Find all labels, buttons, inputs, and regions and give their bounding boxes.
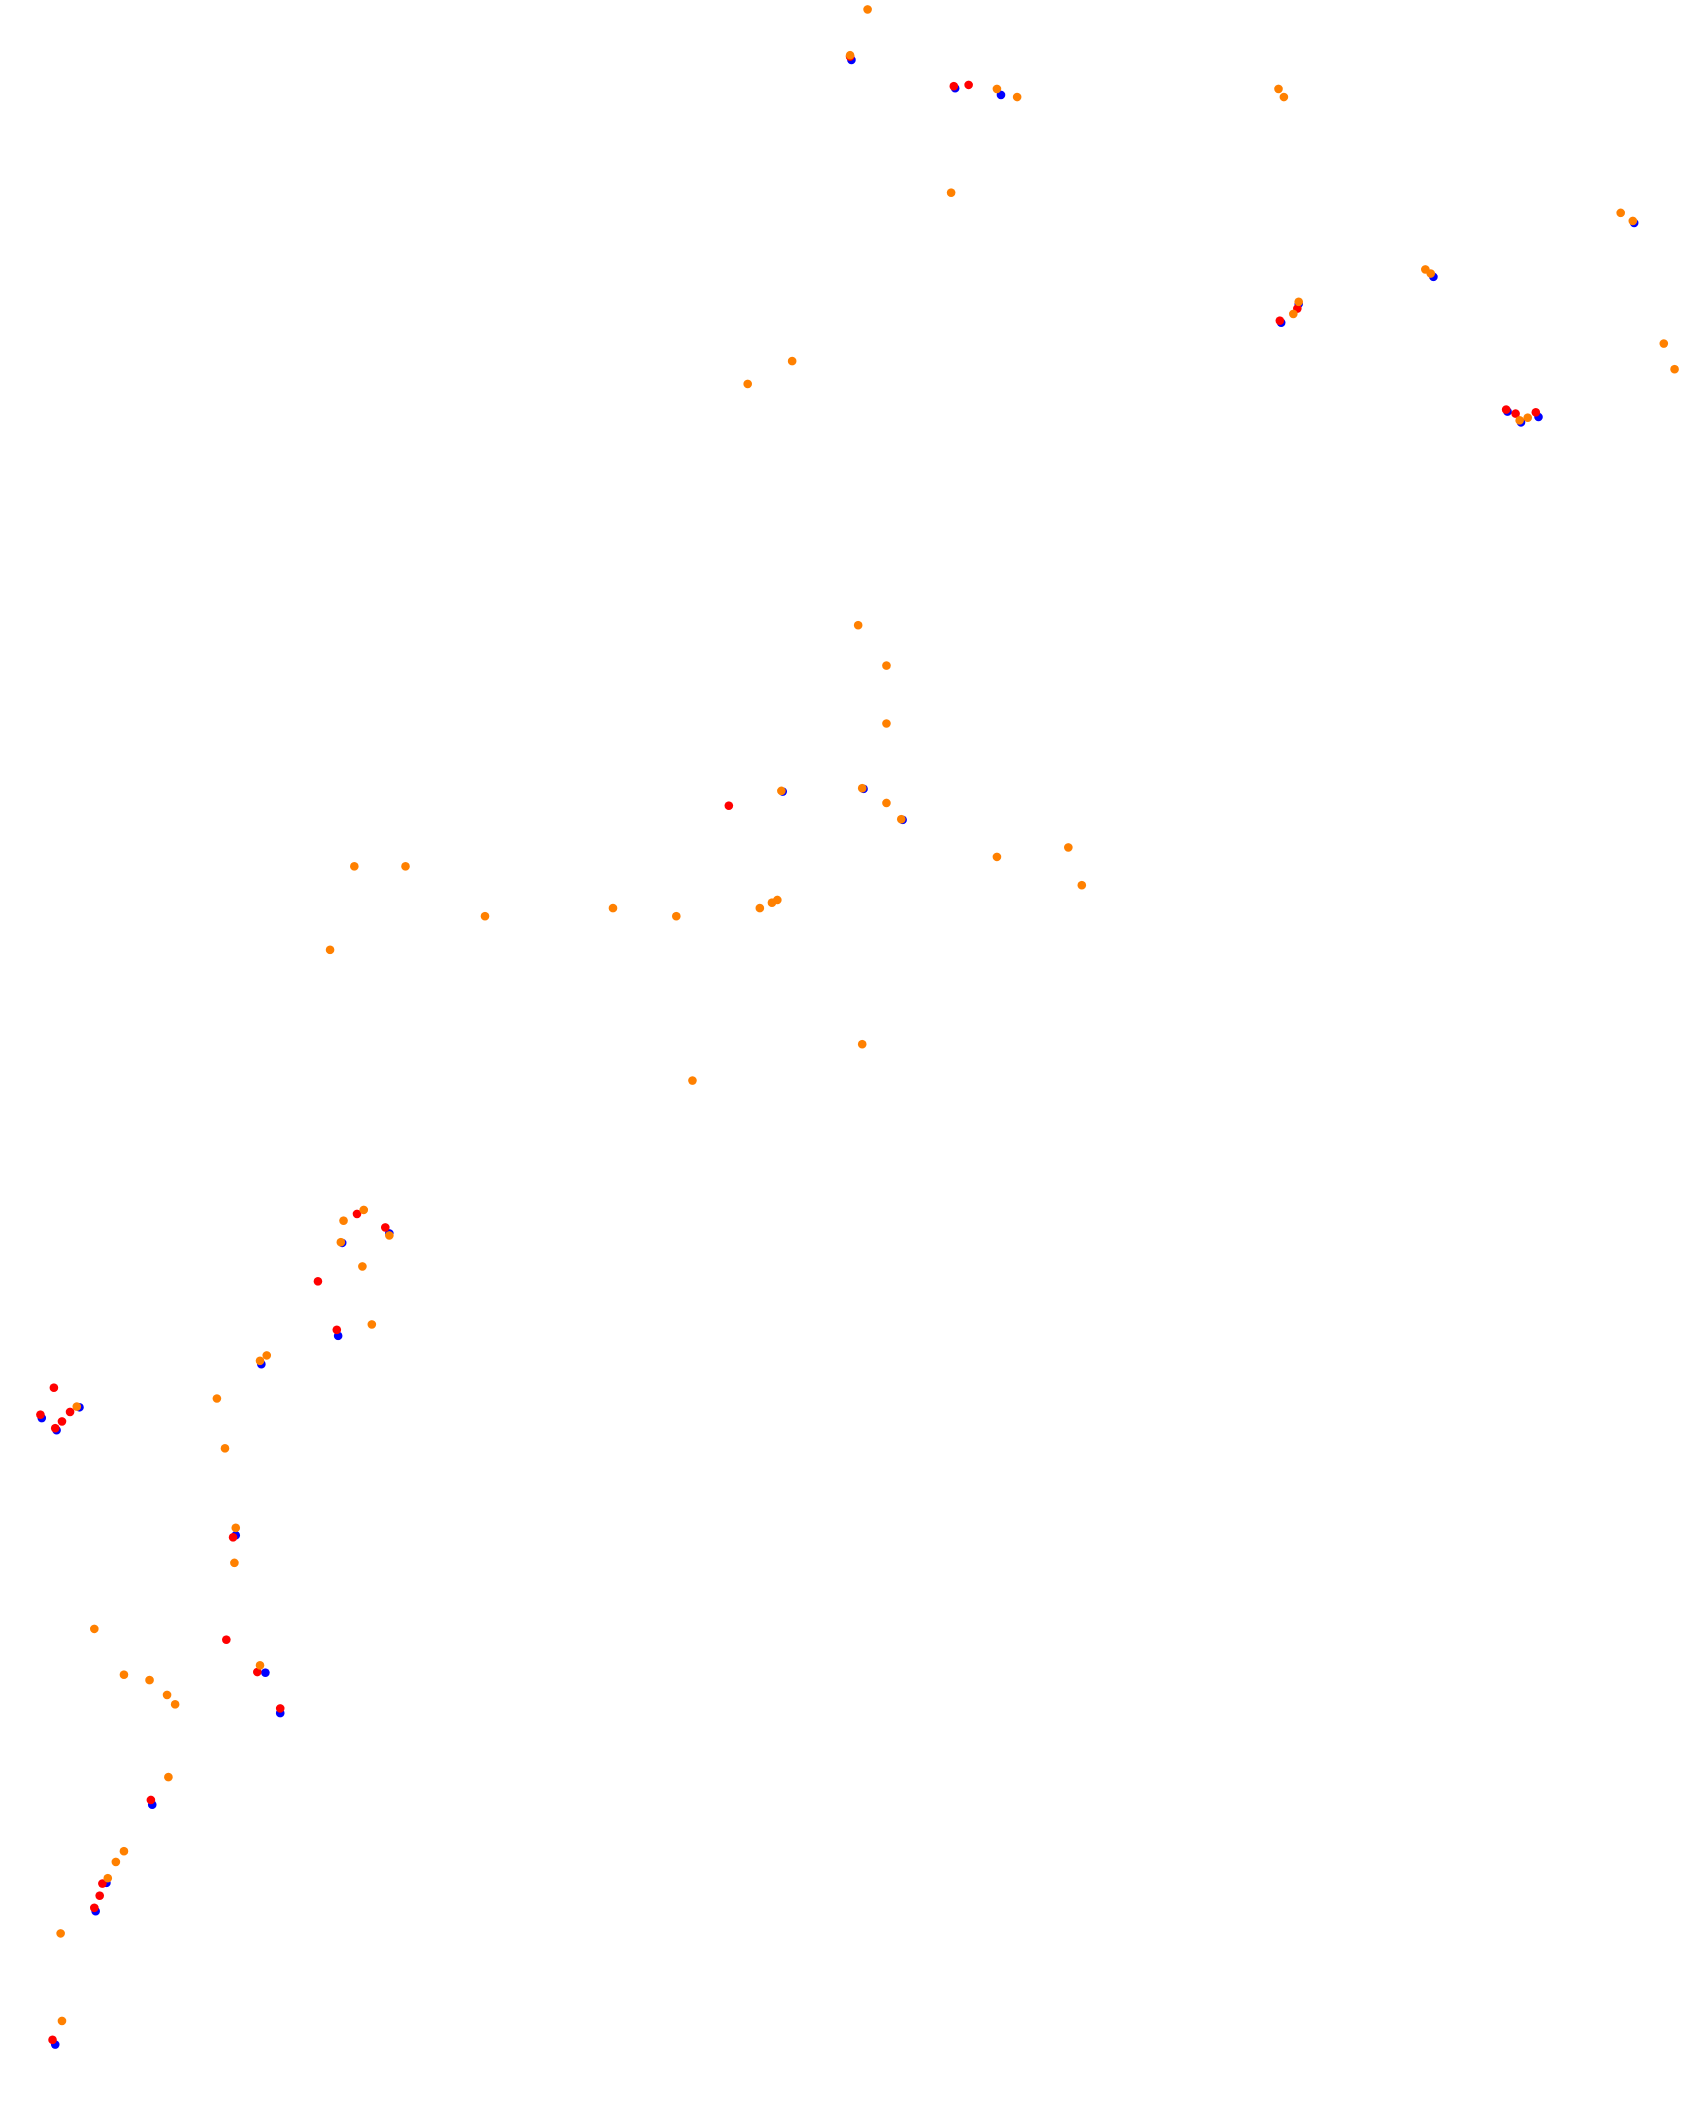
data-point bbox=[1501, 405, 1511, 414]
data-point bbox=[743, 379, 753, 389]
data-point bbox=[1511, 409, 1520, 418]
data-point bbox=[95, 1891, 105, 1900]
data-point bbox=[896, 814, 906, 824]
data-point bbox=[385, 1231, 394, 1240]
data-point bbox=[325, 945, 335, 955]
data-point bbox=[50, 1423, 60, 1433]
data-point bbox=[253, 1667, 262, 1677]
data-point bbox=[773, 895, 782, 905]
data-point bbox=[992, 852, 1002, 862]
data-point bbox=[164, 1772, 173, 1782]
data-point bbox=[1628, 216, 1638, 226]
data-point bbox=[358, 1262, 367, 1271]
data-point bbox=[350, 862, 359, 871]
data-point bbox=[146, 1795, 156, 1805]
data-point bbox=[332, 1325, 342, 1335]
data-point bbox=[220, 1444, 230, 1453]
data-point bbox=[162, 1690, 172, 1700]
data-point bbox=[724, 801, 734, 810]
data-point bbox=[671, 911, 681, 921]
data-point bbox=[119, 1670, 129, 1680]
data-point bbox=[212, 1394, 222, 1403]
data-point bbox=[688, 1076, 697, 1085]
data-point bbox=[262, 1351, 272, 1360]
data-point bbox=[882, 719, 891, 728]
data-point bbox=[49, 1383, 59, 1393]
data-point bbox=[48, 2035, 57, 2045]
data-point bbox=[275, 1704, 285, 1713]
data-point bbox=[145, 1675, 154, 1685]
data-point bbox=[57, 1417, 67, 1426]
data-point bbox=[1523, 413, 1533, 422]
data-point bbox=[480, 911, 490, 921]
data-point bbox=[1064, 843, 1073, 852]
data-point bbox=[946, 188, 956, 197]
data-point bbox=[1077, 880, 1087, 890]
data-point bbox=[367, 1320, 377, 1329]
data-point bbox=[1515, 416, 1524, 425]
data-point bbox=[36, 1410, 45, 1419]
data-point bbox=[882, 661, 891, 670]
data-point bbox=[777, 786, 786, 796]
data-point bbox=[853, 620, 863, 630]
data-point bbox=[882, 798, 891, 808]
data-point bbox=[89, 1903, 99, 1913]
points-layer bbox=[36, 5, 1679, 2049]
data-point bbox=[56, 1929, 65, 1938]
data-point bbox=[336, 1237, 346, 1247]
data-point bbox=[119, 1846, 129, 1856]
data-point bbox=[261, 1668, 270, 1677]
data-point bbox=[359, 1205, 369, 1215]
data-point bbox=[1531, 407, 1541, 417]
data-point bbox=[949, 81, 959, 91]
data-point bbox=[1294, 297, 1304, 307]
data-point bbox=[857, 783, 867, 793]
data-point bbox=[1426, 269, 1436, 278]
data-point bbox=[103, 1873, 113, 1883]
data-point bbox=[863, 5, 872, 14]
data-point bbox=[230, 1558, 239, 1568]
data-point bbox=[755, 903, 765, 913]
data-point bbox=[1275, 316, 1285, 325]
data-point bbox=[57, 2016, 67, 2026]
data-point bbox=[787, 356, 797, 366]
data-point bbox=[170, 1700, 180, 1709]
data-point bbox=[65, 1407, 75, 1417]
data-point bbox=[996, 90, 1006, 100]
data-point bbox=[1279, 92, 1289, 102]
data-point bbox=[845, 50, 855, 60]
data-point bbox=[228, 1532, 238, 1542]
data-point bbox=[1289, 309, 1298, 319]
data-point bbox=[608, 903, 618, 913]
data-point bbox=[1012, 92, 1022, 102]
data-point bbox=[313, 1276, 323, 1286]
data-point bbox=[255, 1660, 265, 1670]
data-point bbox=[111, 1857, 121, 1867]
data-point bbox=[1670, 364, 1679, 374]
data-point bbox=[964, 80, 973, 90]
data-point bbox=[339, 1216, 348, 1225]
data-point bbox=[857, 1039, 867, 1049]
data-point bbox=[1659, 339, 1669, 348]
data-point bbox=[401, 862, 410, 871]
data-point bbox=[231, 1523, 241, 1533]
data-point bbox=[255, 1356, 265, 1366]
data-point bbox=[1616, 208, 1625, 218]
data-point bbox=[352, 1209, 362, 1219]
data-point bbox=[72, 1402, 82, 1411]
data-point bbox=[380, 1223, 390, 1232]
data-point bbox=[992, 84, 1002, 94]
data-point bbox=[98, 1879, 107, 1888]
data-point bbox=[89, 1624, 99, 1634]
data-point bbox=[1274, 84, 1283, 94]
data-point bbox=[222, 1635, 231, 1644]
